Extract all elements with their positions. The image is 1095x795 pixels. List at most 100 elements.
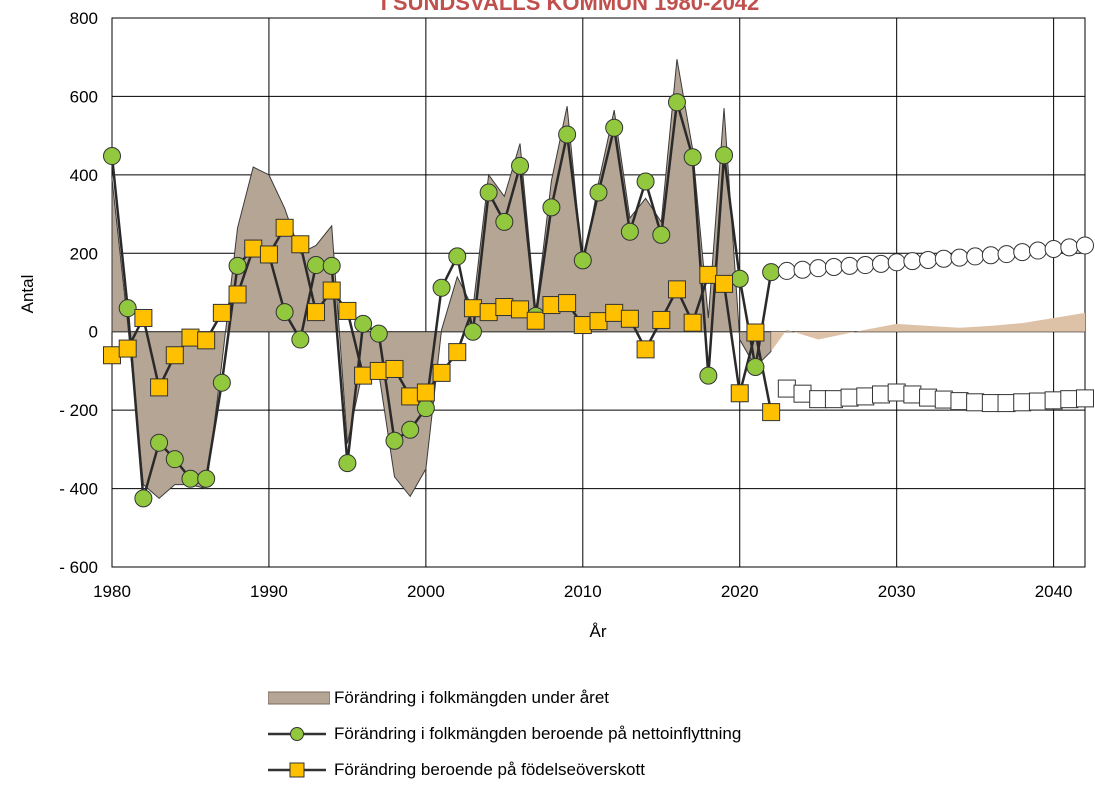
- tick-labels: - 600 - 400 - 200 0 200 400 600 800 1980 1990 2000…: [59, 9, 1072, 601]
- square-point: [605, 303, 624, 322]
- y-tick-label: 0: [89, 323, 98, 342]
- circle-point: [181, 469, 200, 488]
- square-point: [715, 274, 734, 293]
- circle-point: [511, 156, 530, 175]
- circle-point: [762, 263, 781, 282]
- square-point: [479, 303, 498, 322]
- forecast-square-point: [981, 394, 1000, 413]
- y-tick-label: 800: [70, 9, 98, 28]
- circle-point: [212, 373, 231, 392]
- y-axis-label: Antal: [18, 275, 37, 314]
- forecast-square-point: [887, 383, 906, 402]
- legend-swatch-birth-surplus: [268, 762, 326, 778]
- x-tick-label: 1990: [250, 582, 288, 601]
- forecast-circle-point: [997, 245, 1016, 264]
- square-point: [652, 310, 671, 329]
- forecast-circle-point: [1028, 241, 1047, 260]
- square-point: [495, 298, 514, 317]
- legend-swatch-net-migration: [268, 727, 326, 741]
- square-point: [275, 218, 294, 237]
- square-point: [448, 343, 467, 362]
- square-point: [526, 311, 545, 330]
- forecast-circle-point: [777, 261, 796, 280]
- legend-label-net-migration: Förändring i folkmängden beroende på net…: [334, 724, 742, 743]
- forecast-circle-point: [1060, 238, 1079, 257]
- square-point: [558, 294, 577, 313]
- forecast-square-point: [934, 390, 953, 409]
- forecast-circle-point: [840, 256, 859, 275]
- square-point: [291, 235, 310, 254]
- circle-point: [667, 93, 686, 112]
- forecast-circle-point: [903, 252, 922, 271]
- forecast-circle-point: [950, 248, 969, 267]
- square-point: [746, 323, 765, 342]
- circle-point: [103, 147, 121, 166]
- forecast-square-point: [966, 393, 985, 412]
- forecast-square-point: [856, 387, 875, 406]
- forecast-square-point: [1044, 391, 1063, 410]
- circle-point: [118, 299, 137, 318]
- square-point: [118, 339, 137, 358]
- square-point: [259, 245, 278, 264]
- circle-point: [385, 431, 404, 450]
- forecast-square-point: [777, 379, 796, 398]
- forecast-circle-point: [824, 258, 843, 277]
- forecast-circle-point: [934, 249, 953, 268]
- square-point: [432, 363, 451, 382]
- legend-swatch-area: [268, 691, 330, 705]
- circle-point: [228, 256, 247, 275]
- circle-point: [401, 420, 420, 439]
- forecast-square-point: [824, 390, 843, 409]
- area-forecast-change: [771, 312, 1085, 352]
- circle-point: [150, 433, 169, 452]
- square-point: [338, 301, 357, 320]
- areas: [111, 59, 1085, 500]
- forecast-square-point: [1060, 390, 1079, 409]
- circle-point: [291, 330, 310, 349]
- circle-point: [165, 450, 184, 469]
- square-point: [683, 313, 702, 332]
- circle-point: [636, 172, 655, 191]
- forecast-circle-point: [887, 253, 906, 272]
- square-point: [134, 308, 153, 327]
- circle-point: [463, 322, 482, 341]
- square-point: [150, 378, 169, 397]
- circle-point: [495, 212, 514, 231]
- circle-point: [652, 225, 671, 244]
- square-point: [589, 312, 608, 331]
- x-axis-label: År: [590, 622, 607, 641]
- y-tick-label: 600: [70, 87, 98, 106]
- legend: Förändring i folkmängden under året Förä…: [268, 680, 741, 788]
- circle-point: [416, 399, 435, 418]
- circle-point: [683, 148, 702, 167]
- forecast-circle-point: [966, 247, 985, 266]
- circle-point: [307, 256, 326, 275]
- circle-point: [605, 118, 624, 137]
- x-tick-label: 2040: [1035, 582, 1073, 601]
- legend-item-birth-surplus: Förändring beroende på födelseöverskott: [268, 752, 741, 788]
- circle-point: [589, 183, 608, 202]
- forecast-square-point: [919, 388, 938, 407]
- legend-item-area: Förändring i folkmängden under året: [268, 680, 741, 716]
- forecast-square-point: [871, 385, 890, 404]
- square-point: [228, 285, 247, 304]
- y-tick-label: - 400: [59, 480, 98, 499]
- square-point: [762, 403, 781, 422]
- circle-point: [573, 251, 592, 270]
- circle-point: [479, 183, 498, 202]
- forecast-square-point: [809, 390, 828, 409]
- circle-point: [197, 469, 216, 488]
- square-point: [511, 300, 530, 319]
- area-population-change: [111, 59, 772, 500]
- circle-point: [715, 146, 734, 165]
- circle-point: [338, 454, 357, 473]
- forecast-square-point: [1013, 393, 1032, 412]
- legend-label-birth-surplus: Förändring beroende på födelseöverskott: [334, 760, 645, 779]
- circle-point: [558, 125, 577, 144]
- square-point: [307, 303, 326, 322]
- forecast-square-point: [903, 385, 922, 404]
- forecast-circle-point: [1076, 236, 1094, 255]
- square-point: [181, 328, 200, 347]
- x-tick-label: 2010: [564, 582, 602, 601]
